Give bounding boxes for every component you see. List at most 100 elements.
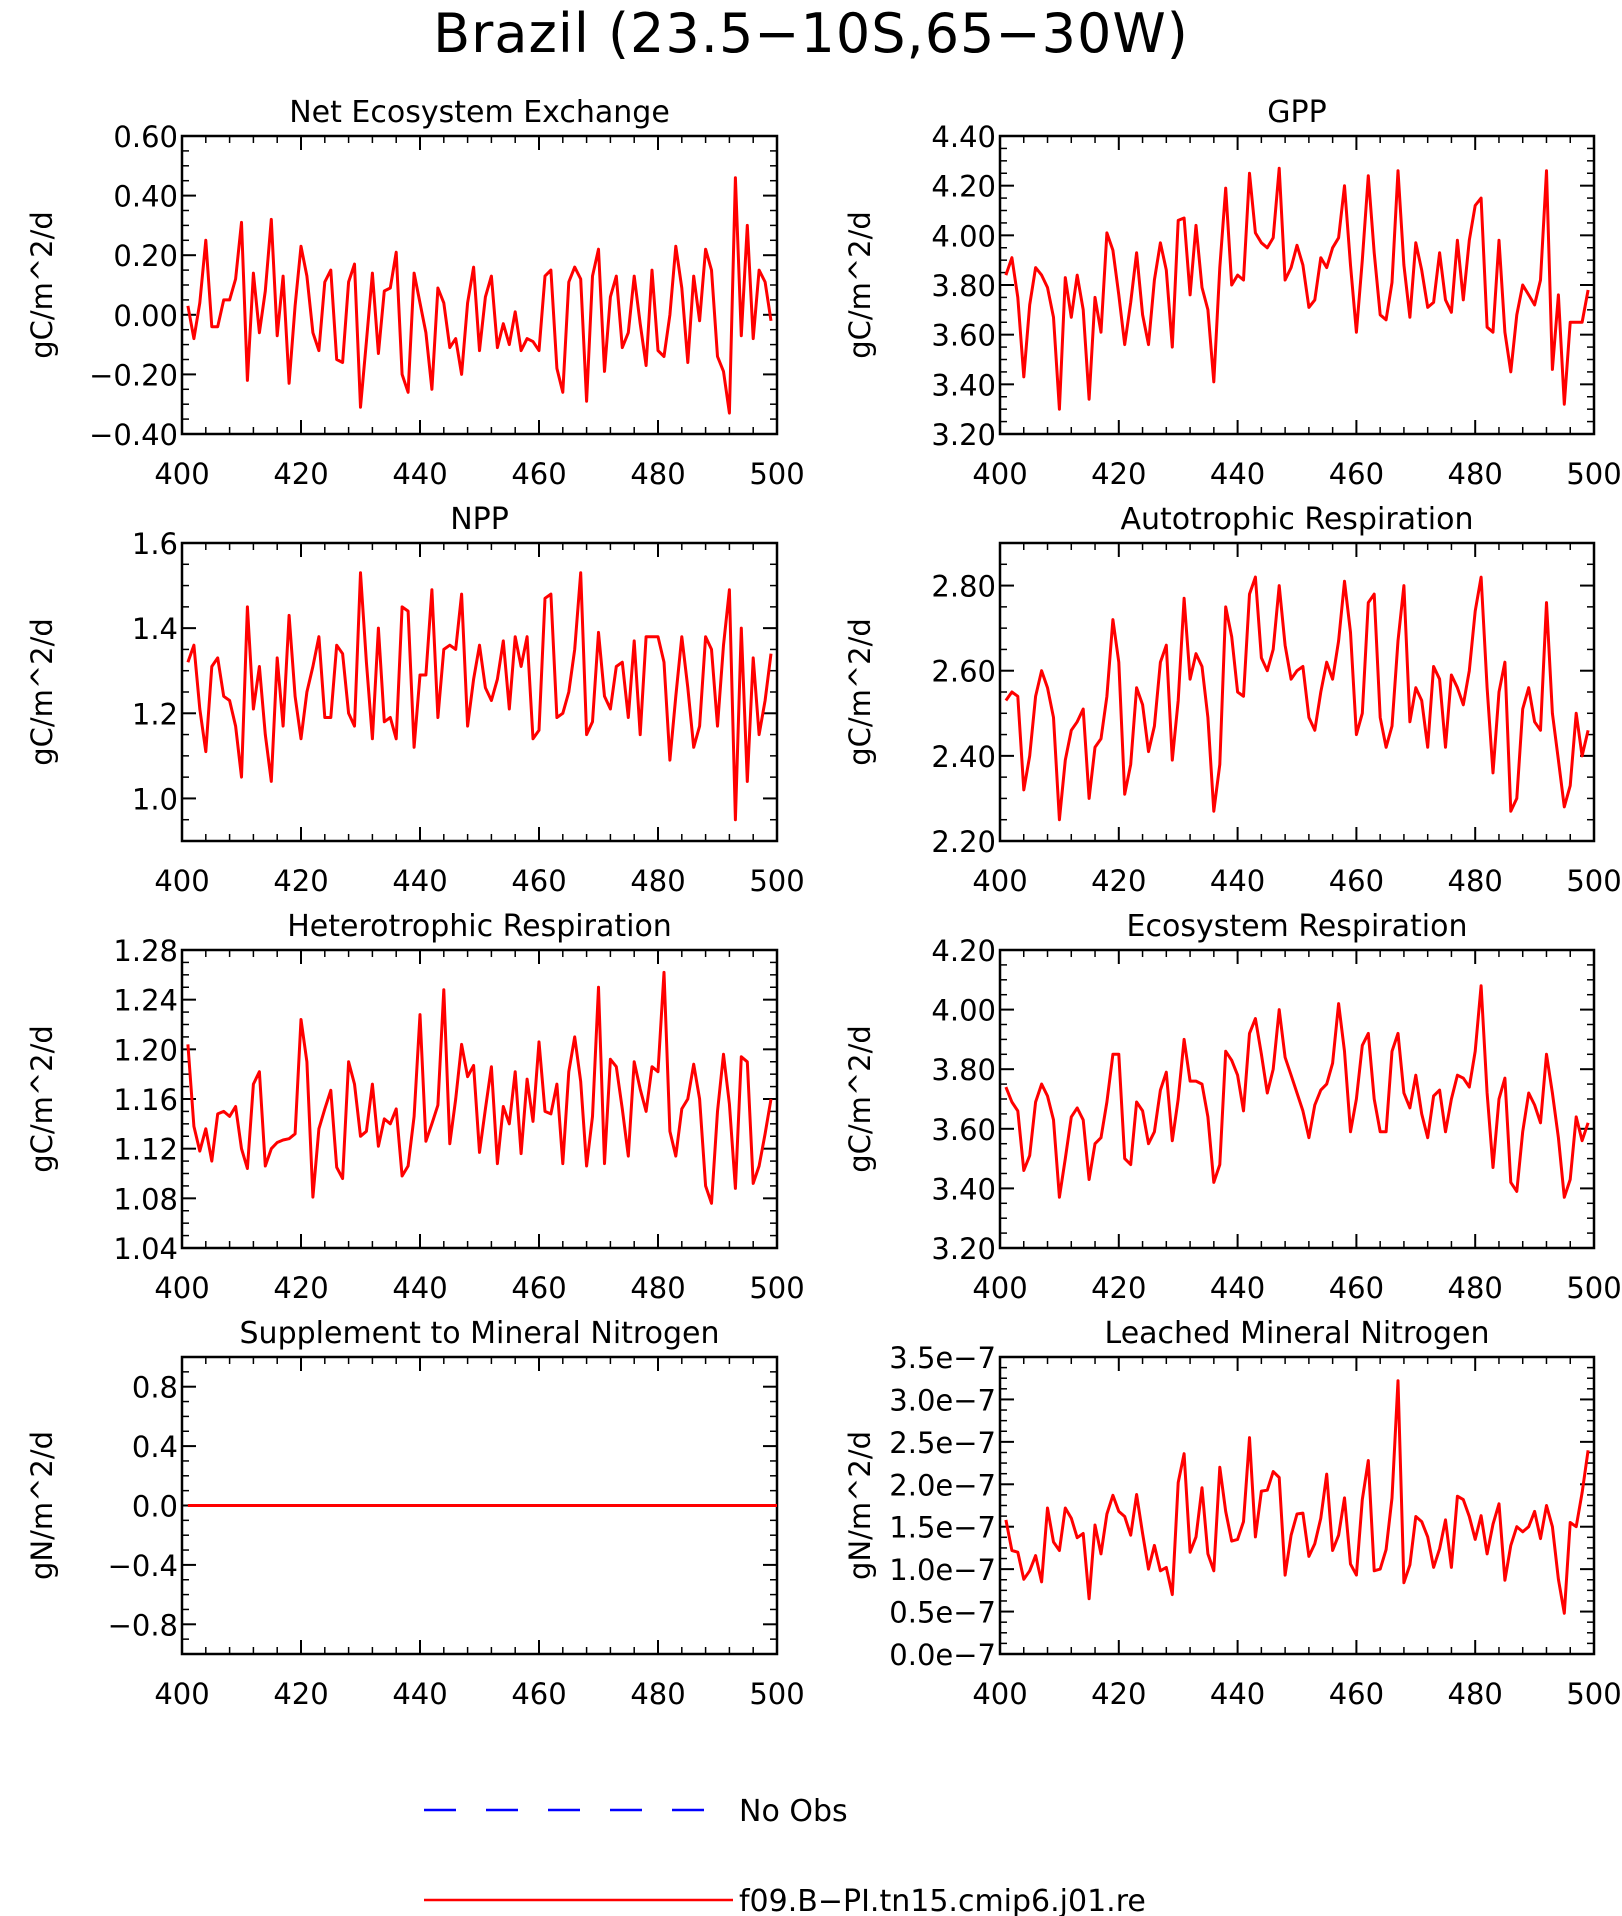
panel-8-ytick-label: 3.0e−7: [889, 1383, 996, 1417]
panel-6-series-line: [1004, 984, 1590, 1199]
panel-4-ytick-label: 2.40: [931, 740, 996, 774]
panel-2-ytick-label: 3.60: [931, 319, 996, 353]
panel-4-xtick-label: 460: [1329, 864, 1384, 898]
panel-5-ytick-label: 1.04: [113, 1232, 178, 1266]
panel-1-ytick-label: −0.20: [89, 358, 178, 392]
panel-1-xtick-label: 500: [749, 457, 804, 491]
panel-4-ytick-label: 2.60: [931, 655, 996, 689]
panel-2-ytick-label: 3.20: [931, 418, 996, 452]
panel-4-series-line: [1004, 575, 1590, 822]
panel-2-xtick-label: 420: [1091, 457, 1146, 491]
legend-model-label: f09.B−PI.tn15.cmip6.j01.re: [739, 1884, 1146, 1916]
panel-1-xtick-label: 400: [154, 457, 209, 491]
panel-7-xtick-label: 420: [273, 1677, 328, 1711]
panel-3-xtick-label: 500: [749, 864, 804, 898]
panel-1-xtick-label: 460: [511, 457, 566, 491]
panel-1-ylabel: gC/m^2/d: [25, 211, 59, 359]
panel-5-title: Heterotrophic Respiration: [287, 909, 672, 944]
legend-no-obs-label: No Obs: [739, 1794, 848, 1829]
panel-5-ytick-label: 1.16: [113, 1083, 178, 1117]
panel-6-ytick-label: 3.60: [931, 1113, 996, 1147]
panel-7-title: Supplement to Mineral Nitrogen: [240, 1316, 720, 1351]
panel-3-xtick-label: 440: [392, 864, 447, 898]
panel-5-ytick-label: 1.20: [113, 1033, 178, 1067]
panel-5-xtick-label: 460: [511, 1271, 566, 1305]
panel-2-xtick-label: 500: [1566, 457, 1621, 491]
panel-1-ytick-label: 0.60: [113, 120, 178, 154]
panel-6-xtick-label: 460: [1329, 1271, 1384, 1305]
panel-8-xtick-label: 480: [1448, 1677, 1503, 1711]
panel-1-xtick-label: 440: [392, 457, 447, 491]
panel-4-title: Autotrophic Respiration: [1120, 502, 1473, 537]
panel-1-ytick-label: −0.40: [89, 418, 178, 452]
panel-2-ytick-label: 4.20: [931, 170, 996, 204]
panel-2-ytick-label: 3.80: [931, 269, 996, 303]
panel-8-ytick-label: 0.0e−7: [889, 1638, 996, 1672]
panel-8-ylabel: gN/m^2/d: [843, 1431, 877, 1580]
panel-6-xtick-label: 500: [1566, 1271, 1621, 1305]
panel-2-ytick-label: 3.40: [931, 368, 996, 402]
panel-1-xtick-label: 420: [273, 457, 328, 491]
panel-4-xtick-label: 500: [1566, 864, 1621, 898]
panel-5-xtick-label: 440: [392, 1271, 447, 1305]
panel-6-xtick-label: 440: [1210, 1271, 1265, 1305]
panel-7-ytick-label: 0.0: [132, 1490, 178, 1524]
panel-2-ytick-label: 4.40: [931, 120, 996, 154]
panel-3-xtick-label: 400: [154, 864, 209, 898]
panel-6-ytick-label: 4.20: [931, 934, 996, 968]
panel-1-ytick-label: 0.40: [113, 180, 178, 214]
panel-1-frame: [180, 134, 779, 436]
panel-5-ylabel: gC/m^2/d: [25, 1025, 59, 1173]
panel-5-ytick-label: 1.24: [113, 984, 178, 1018]
panel-7-ytick-label: −0.4: [108, 1549, 178, 1583]
panel-1-series-line: [186, 176, 773, 415]
panel-8-frame: [998, 1355, 1596, 1656]
panel-6-ytick-label: 4.00: [931, 994, 996, 1028]
panel-3-title: NPP: [450, 502, 509, 537]
panel-6-xtick-label: 420: [1091, 1271, 1146, 1305]
panel-4-ytick-label: 2.20: [931, 825, 996, 859]
panel-8-series-line: [1004, 1379, 1590, 1615]
panel-4-xtick-label: 400: [972, 864, 1027, 898]
panel-2-title: GPP: [1267, 95, 1326, 130]
panel-8-ytick-label: 2.5e−7: [889, 1426, 996, 1460]
panel-1-title: Net Ecosystem Exchange: [289, 95, 670, 130]
panel-7-ylabel: gN/m^2/d: [25, 1431, 59, 1580]
panel-2-xtick-label: 400: [972, 457, 1027, 491]
panel-1-ytick-label: 0.20: [113, 239, 178, 273]
panel-7-xtick-label: 480: [630, 1677, 685, 1711]
panel-7-xtick-label: 500: [749, 1677, 804, 1711]
panel-2-ylabel: gC/m^2/d: [843, 211, 877, 359]
panel-8-xtick-label: 440: [1210, 1677, 1265, 1711]
panel-5-xtick-label: 480: [630, 1271, 685, 1305]
panel-4-xtick-label: 480: [1448, 864, 1503, 898]
panel-8-xtick-label: 500: [1566, 1677, 1621, 1711]
panel-7-ytick-label: −0.8: [108, 1608, 178, 1642]
panel-6-ytick-label: 3.40: [931, 1172, 996, 1206]
panel-4-ytick-label: 2.80: [931, 570, 996, 604]
panel-8-ytick-label: 2.0e−7: [889, 1468, 996, 1502]
panel-3-ytick-label: 1.2: [132, 697, 178, 731]
panel-2-xtick-label: 440: [1210, 457, 1265, 491]
panel-3-ytick-label: 1.6: [132, 527, 178, 561]
panel-4-xtick-label: 420: [1091, 864, 1146, 898]
panel-5-series-line: [186, 970, 773, 1205]
panel-6-ytick-label: 3.80: [931, 1053, 996, 1087]
panel-8-ytick-label: 0.5e−7: [889, 1596, 996, 1630]
panel-2-ytick-label: 4.00: [931, 219, 996, 253]
panel-6-xtick-label: 400: [972, 1271, 1027, 1305]
panel-4-xtick-label: 440: [1210, 864, 1265, 898]
panel-1-ytick-label: 0.00: [113, 299, 178, 333]
panel-5-ytick-label: 1.12: [113, 1133, 178, 1167]
panel-8-xtick-label: 460: [1329, 1677, 1384, 1711]
panel-1-xtick-label: 480: [630, 457, 685, 491]
panel-4-ylabel: gC/m^2/d: [843, 618, 877, 766]
figure-title: Brazil (23.5−10S,65−30W): [433, 2, 1189, 65]
panel-7-xtick-label: 400: [154, 1677, 209, 1711]
panel-3-xtick-label: 480: [630, 864, 685, 898]
panel-3-xtick-label: 420: [273, 864, 328, 898]
panel-8-xtick-label: 400: [972, 1677, 1027, 1711]
panel-7-xtick-label: 440: [392, 1677, 447, 1711]
panel-3-ytick-label: 1.4: [132, 612, 178, 646]
